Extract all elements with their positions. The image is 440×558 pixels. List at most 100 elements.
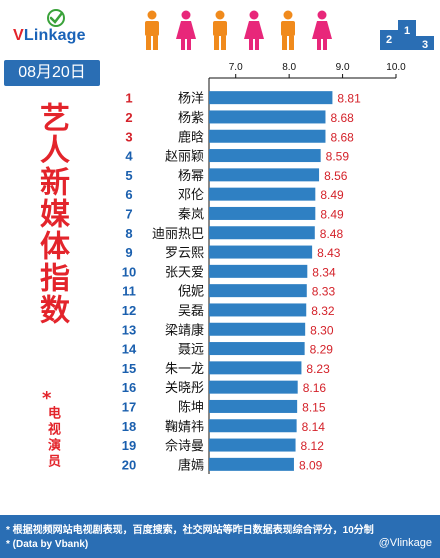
artist-name: 罗云熙 <box>165 246 204 261</box>
person-female-icon <box>176 10 196 50</box>
date-badge: 08月20日 <box>4 60 100 86</box>
bar <box>209 206 316 220</box>
x-tick-label: 9.0 <box>336 62 350 73</box>
artist-name: 杨幂 <box>178 169 204 184</box>
value-label: 8.56 <box>324 169 348 183</box>
value-label: 8.68 <box>330 130 354 144</box>
bar <box>209 129 326 143</box>
bar <box>209 149 321 163</box>
bars: 1 杨洋 8.81 2 杨紫 8.68 3 鹿晗 8.68 4 赵丽颖 8.59 5 杨幂 8.56 6 邓伦 8… <box>122 91 361 474</box>
ranking-bar-chart: 7.0 8.0 9.0 10.0 1 杨洋 8.81 2 杨紫 8.68 3 鹿晗 8.68 4 赵丽颖 8… <box>122 62 406 474</box>
bar <box>209 457 294 471</box>
weibo-watermark: @Vlinkage <box>378 537 432 549</box>
chart-side-subtitle: 电视演员 <box>45 406 60 470</box>
rank-label: 4 <box>125 149 133 164</box>
artist-name: 鞠婧祎 <box>165 420 204 435</box>
rank-label: 10 <box>122 264 136 279</box>
bar <box>209 284 307 298</box>
rank-label: 14 <box>122 342 137 357</box>
artist-name: 倪妮 <box>178 285 204 300</box>
artist-name: 佘诗曼 <box>165 438 204 454</box>
svg-text:3: 3 <box>422 39 428 51</box>
person-male-icon <box>213 10 227 50</box>
rank-label: 6 <box>125 187 132 202</box>
rank-label: 15 <box>122 361 136 376</box>
value-label: 8.48 <box>320 227 344 241</box>
person-female-icon <box>312 10 332 50</box>
podium-icon: 2 1 3 <box>380 20 434 51</box>
value-label: 8.12 <box>301 439 325 453</box>
value-label: 8.32 <box>311 304 335 318</box>
svg-text:1: 1 <box>404 25 410 37</box>
value-label: 8.43 <box>317 246 341 260</box>
bar <box>209 110 326 124</box>
rank-label: 7 <box>125 206 132 221</box>
rank-label: 12 <box>122 303 136 318</box>
svg-text:2: 2 <box>386 34 392 46</box>
artist-name: 朱一龙 <box>165 362 204 377</box>
x-tick-label: 10.0 <box>386 62 406 73</box>
artist-name: 杨洋 <box>178 92 204 107</box>
bar <box>209 399 298 413</box>
artist-name: 吴磊 <box>178 304 204 319</box>
artist-name: 鹿晗 <box>178 129 204 145</box>
rank-label: 19 <box>122 438 136 453</box>
artist-name: 迪丽热巴 <box>152 227 204 242</box>
people-icons <box>145 10 332 50</box>
value-label: 8.14 <box>302 420 326 434</box>
bar <box>209 245 313 259</box>
value-label: 8.49 <box>320 188 344 202</box>
bar <box>209 226 315 240</box>
artist-name: 唐嫣 <box>178 457 204 473</box>
rank-label: 9 <box>125 245 132 260</box>
value-label: 8.49 <box>320 207 344 221</box>
footnote-source: * (Data by Vbank) <box>6 539 89 550</box>
value-label: 8.23 <box>306 362 330 376</box>
chart-side-title: 艺人新媒体指数 <box>34 102 69 326</box>
x-tick-label: 8.0 <box>282 62 296 73</box>
rank-label: 3 <box>125 129 132 144</box>
person-female-icon <box>244 10 264 50</box>
bar <box>209 322 306 336</box>
artist-name: 关晓彤 <box>165 381 204 396</box>
value-label: 8.81 <box>337 92 361 106</box>
bar <box>209 380 298 394</box>
rank-label: 1 <box>125 91 132 106</box>
value-label: 8.16 <box>303 381 327 395</box>
artist-name: 梁靖康 <box>165 322 204 338</box>
x-tick-label: 7.0 <box>229 62 243 73</box>
value-label: 8.33 <box>312 285 336 299</box>
footer-bar: * 根据视频网站电视剧表现，百度搜索，社交网站等昨日数据表现综合评分，10分制 … <box>0 515 440 558</box>
bar <box>209 91 333 105</box>
rank-label: 16 <box>122 380 136 395</box>
artist-name: 聂远 <box>178 343 204 358</box>
bar <box>209 303 307 317</box>
artist-name: 陈坤 <box>178 399 204 415</box>
value-label: 8.30 <box>310 323 334 337</box>
value-label: 8.68 <box>330 111 354 125</box>
artist-name: 赵丽颖 <box>165 150 204 165</box>
bar <box>209 187 316 201</box>
rank-label: 11 <box>122 284 136 299</box>
person-male-icon <box>281 10 295 50</box>
rank-label: 17 <box>122 399 136 414</box>
value-label: 8.34 <box>312 265 336 279</box>
bar <box>209 168 320 182</box>
bar <box>209 361 302 375</box>
value-label: 8.09 <box>299 458 323 472</box>
bar <box>209 342 305 356</box>
artist-name: 邓伦 <box>178 188 204 203</box>
bar <box>209 419 297 433</box>
rank-label: 13 <box>122 322 136 337</box>
rank-label: 18 <box>122 419 136 434</box>
vlinkage-logo <box>47 9 65 27</box>
rank-label: 5 <box>125 168 132 183</box>
rank-label: 2 <box>125 110 132 125</box>
artist-name: 杨紫 <box>178 111 204 126</box>
value-label: 8.15 <box>302 400 326 414</box>
bar <box>209 264 308 278</box>
value-label: 8.29 <box>310 343 334 357</box>
person-male-icon <box>145 10 159 50</box>
artist-name: 张天爱 <box>165 265 204 280</box>
artist-name: 秦岚 <box>178 207 204 222</box>
